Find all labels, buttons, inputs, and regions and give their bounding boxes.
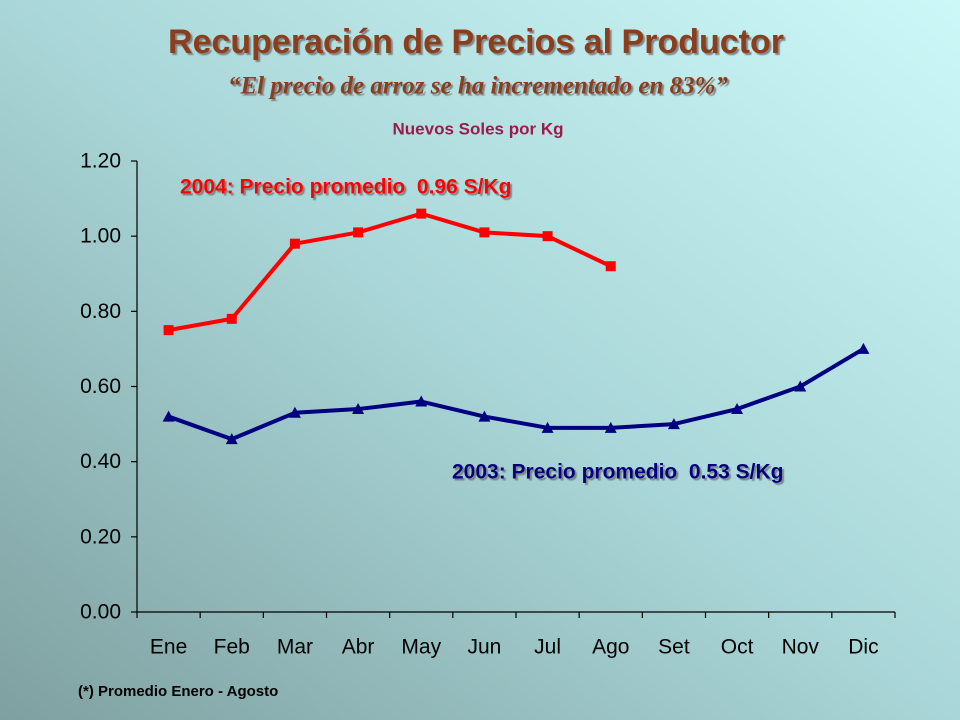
x-tick-label: Feb xyxy=(214,636,250,659)
marker xyxy=(857,342,870,354)
y-tick-label: 0.40 xyxy=(80,450,121,473)
series-line xyxy=(167,347,865,442)
marker xyxy=(542,231,553,242)
marker xyxy=(163,325,174,336)
marker xyxy=(353,227,364,238)
chart-subtitle: “El precio de arroz se ha incrementado e… xyxy=(228,73,728,100)
marker xyxy=(352,403,365,415)
y-tick-label: 1.00 xyxy=(80,225,121,248)
x-tick-label: Nov xyxy=(782,636,820,659)
marker xyxy=(479,227,490,238)
marker xyxy=(288,406,301,418)
marker xyxy=(225,433,238,445)
y-axis-label: Nuevos Soles por Kg xyxy=(393,119,564,138)
marker xyxy=(731,403,744,415)
marker xyxy=(794,380,807,392)
x-tick-label: Dic xyxy=(848,636,878,659)
y-tick-label: 1.20 xyxy=(80,150,121,173)
series-line xyxy=(168,211,612,333)
marker xyxy=(605,261,616,272)
footnote: (*) Promedio Enero - Agosto xyxy=(78,683,278,700)
y-tick-label: 0.80 xyxy=(80,300,121,323)
x-tick-label: Jun xyxy=(467,636,501,659)
annotation: 2004: Precio promedio 0.96 S/Kg xyxy=(180,176,511,199)
marker xyxy=(162,410,175,422)
chart-title: Recuperación de Precios al Productor xyxy=(168,23,784,61)
marker xyxy=(541,421,554,433)
x-tick-label: Ene xyxy=(150,636,187,659)
marker xyxy=(415,395,428,407)
marker xyxy=(667,418,680,430)
y-tick-label: 0.00 xyxy=(80,601,121,624)
x-tick-label: Jul xyxy=(534,636,561,659)
marker xyxy=(416,208,427,219)
marker xyxy=(478,410,491,422)
y-tick-label: 0.60 xyxy=(80,375,121,398)
x-tick-label: Abr xyxy=(342,636,375,659)
annotation: 2003: Precio promedio 0.53 S/Kg xyxy=(452,461,783,484)
y-tick-label: 0.20 xyxy=(80,525,121,548)
x-tick-label: Ago xyxy=(592,636,629,659)
marker xyxy=(604,421,617,433)
x-tick-label: May xyxy=(401,636,441,659)
marker xyxy=(226,313,237,324)
marker xyxy=(289,238,300,249)
x-tick-label: Mar xyxy=(277,636,313,659)
x-tick-label: Oct xyxy=(721,636,754,659)
x-tick-label: Set xyxy=(658,636,690,659)
